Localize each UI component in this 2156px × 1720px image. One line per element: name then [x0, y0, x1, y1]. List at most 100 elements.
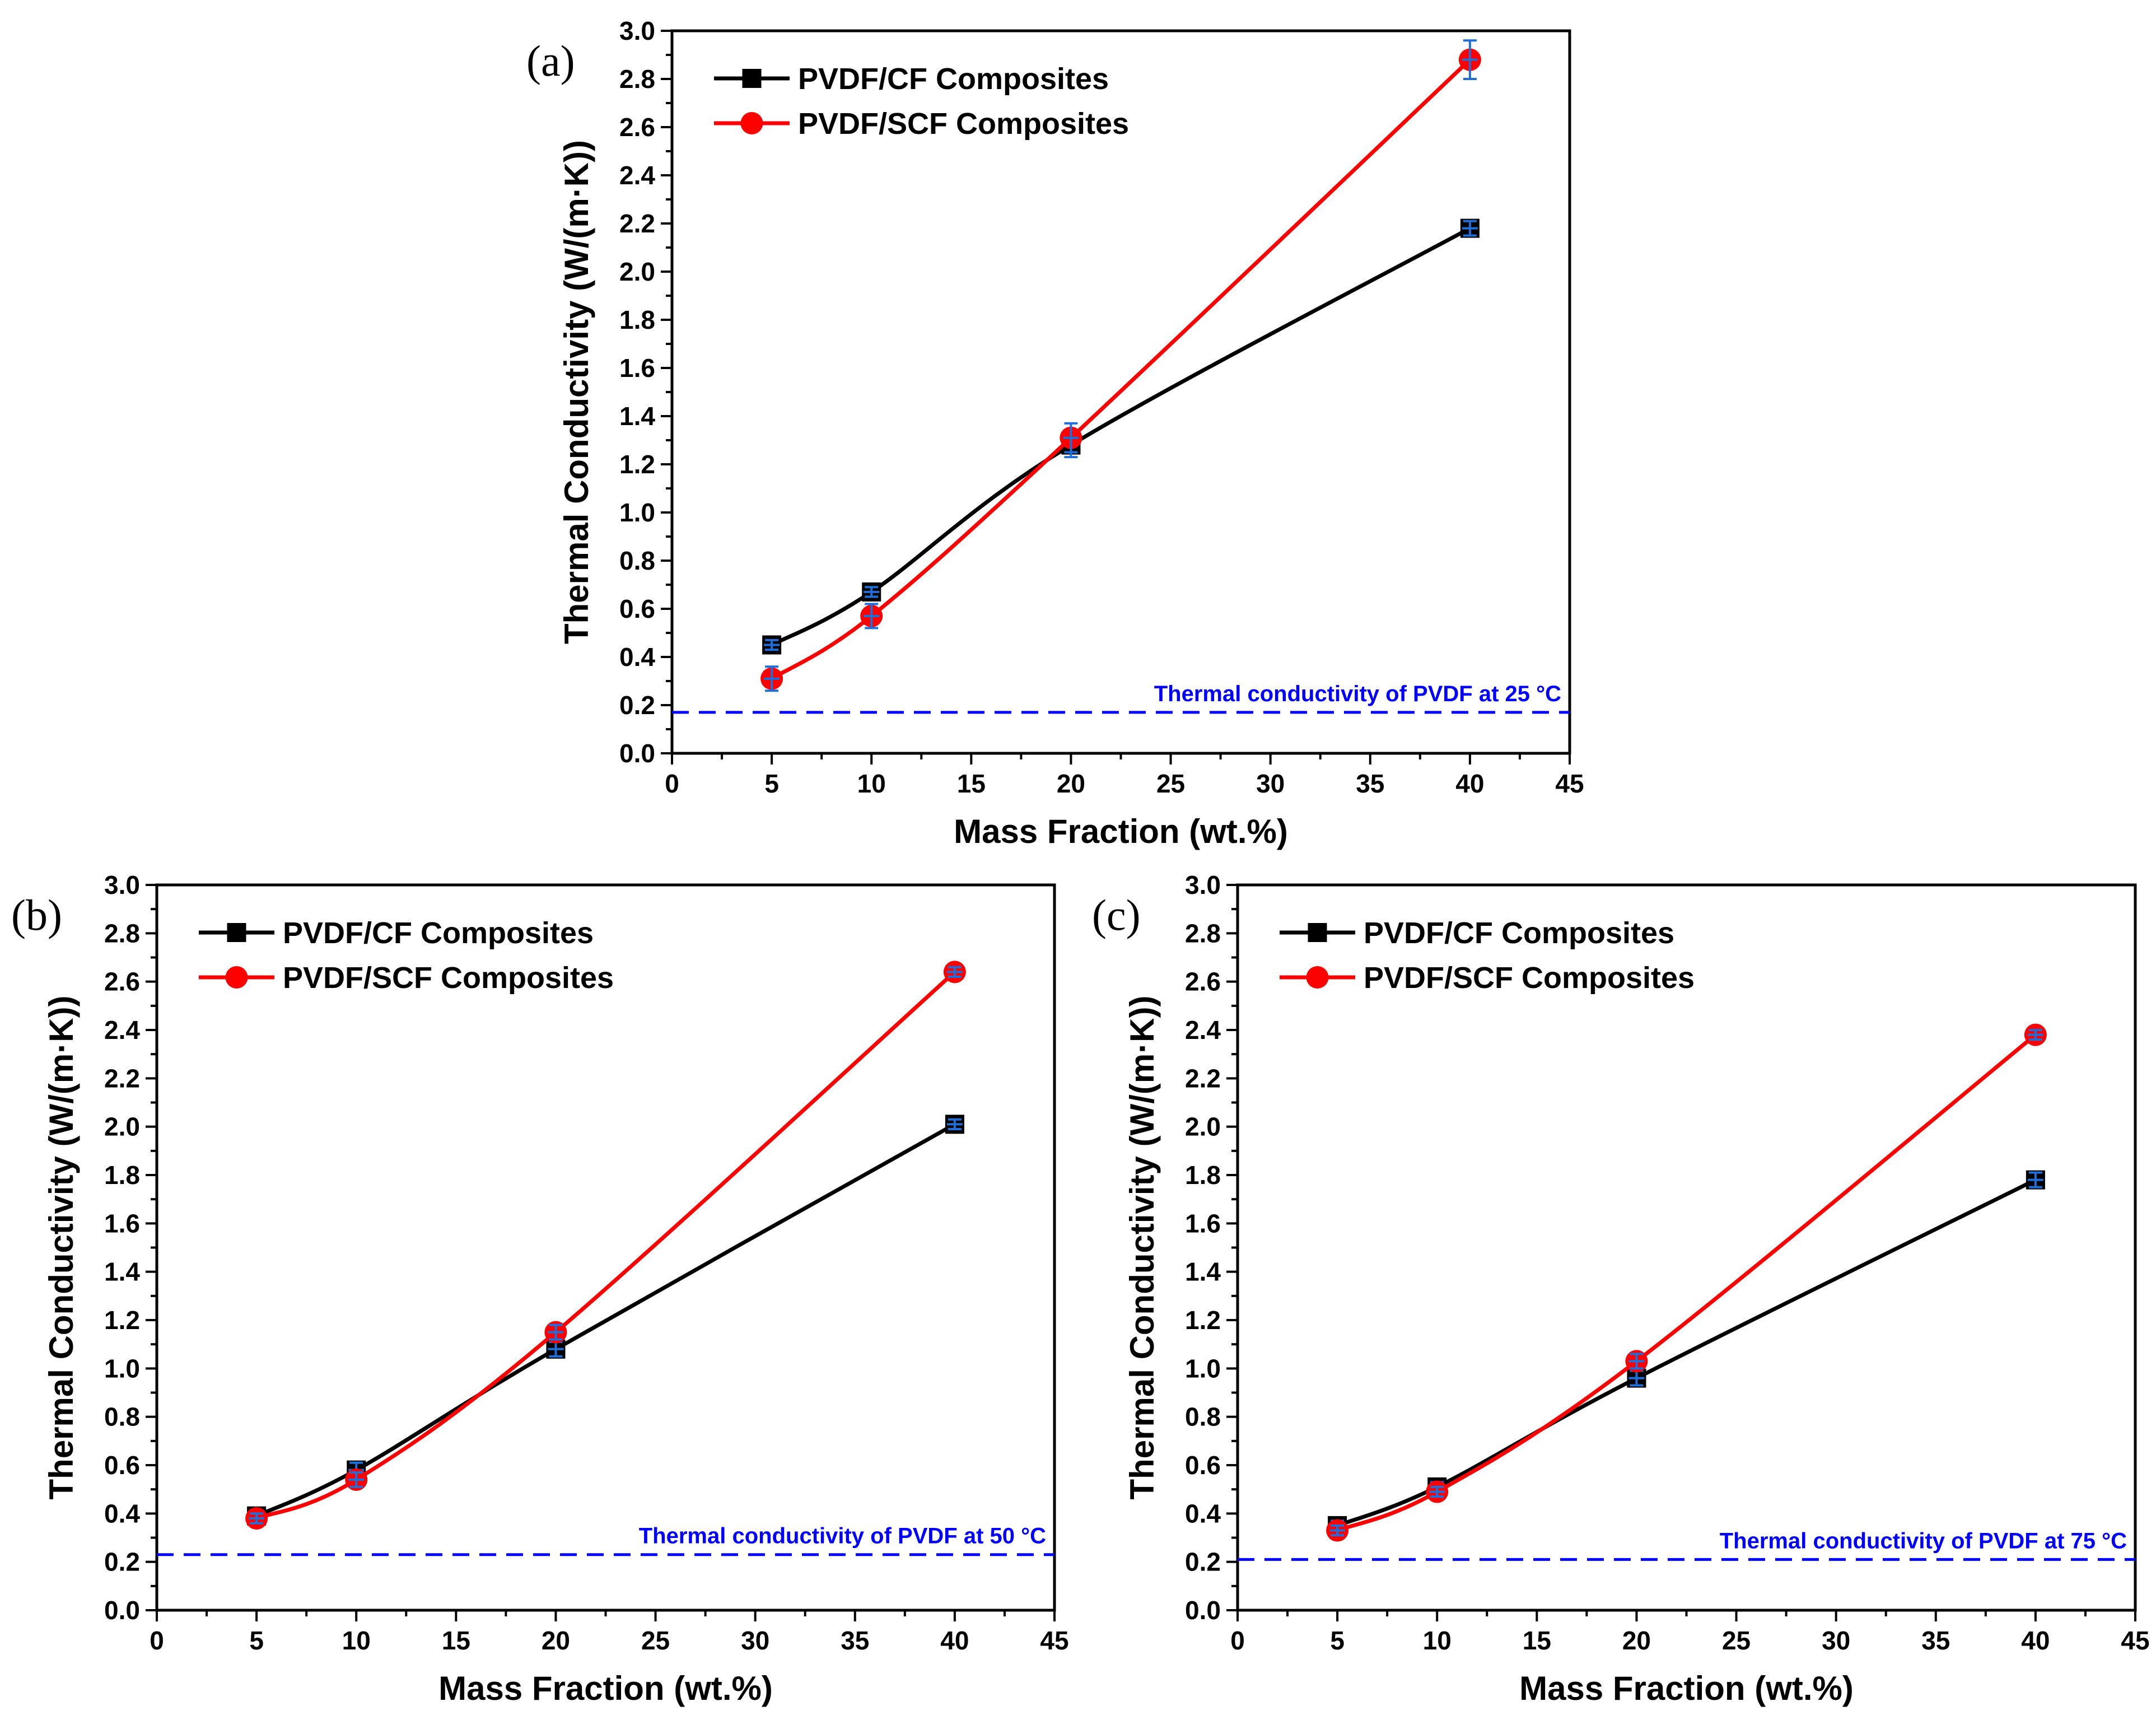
y-tick-label: 1.0 [104, 1354, 140, 1383]
series-line [1336, 1178, 2037, 1528]
x-tick-label: 35 [1921, 1626, 1950, 1655]
y-tick-label: 2.4 [104, 1015, 140, 1045]
y-axis-title: Thermal Conductivity (W/(m·K)) [558, 140, 595, 644]
legend-label: PVDF/CF Composites [1364, 916, 1674, 950]
x-axis-title: Mass Fraction (wt.%) [1519, 1670, 1854, 1707]
y-tick-label: 1.4 [1185, 1257, 1221, 1286]
x-tick-label: 40 [940, 1626, 969, 1655]
x-tick-label: 30 [1256, 769, 1285, 798]
y-tick-label: 2.8 [619, 64, 655, 94]
y-tick-label: 2.2 [1185, 1064, 1221, 1093]
reference-line-label: Thermal conductivity of PVDF at 50 °C [639, 1524, 1046, 1549]
x-tick-label: 40 [1455, 769, 1484, 798]
y-tick-label: 1.6 [1185, 1209, 1221, 1238]
y-tick-label: 2.0 [1185, 1112, 1221, 1141]
y-tick-label: 1.2 [619, 450, 655, 479]
x-tick-label: 45 [2121, 1626, 2149, 1655]
series-line [771, 226, 1471, 647]
reference-line-label: Thermal conductivity of PVDF at 25 °C [1154, 682, 1561, 706]
y-tick-label: 3.0 [104, 870, 140, 899]
y-tick-label: 0.6 [619, 594, 655, 623]
y-tick-label: 2.6 [619, 113, 655, 142]
x-tick-label: 20 [1622, 1626, 1651, 1655]
series-line [1336, 1033, 2037, 1532]
y-tick-label: 2.0 [104, 1112, 140, 1141]
legend-marker-square [227, 923, 246, 942]
x-axis-title: Mass Fraction (wt.%) [438, 1670, 773, 1707]
x-tick-label: 15 [442, 1626, 470, 1655]
y-tick-label: 1.4 [104, 1257, 140, 1286]
x-tick-label: 30 [741, 1626, 769, 1655]
legend-marker-square [1308, 923, 1327, 942]
chart-panel-3: (c) 0 5 10 15 20 25 30 35 40 45 0.0 0.2 0.4 0.6 0.8 1.0 1… [1092, 870, 2150, 1707]
y-tick-label: 2.8 [1185, 919, 1221, 948]
y-tick-label: 1.2 [104, 1306, 140, 1335]
x-tick-label: 10 [1423, 1626, 1452, 1655]
y-tick-label: 0.0 [619, 739, 655, 768]
series-line [255, 1122, 956, 1518]
chart-panel-2: (b) 0 5 10 15 20 25 30 35 40 45 0.0 0.2 0.4 0.6 0.8 1.0 1… [11, 870, 1069, 1707]
y-tick-label: 2.4 [619, 161, 655, 190]
panel-label: (c) [1092, 891, 1141, 939]
y-tick-label: 0.6 [104, 1451, 140, 1480]
x-tick-label: 45 [1555, 769, 1584, 798]
y-tick-label: 0.8 [1185, 1402, 1221, 1432]
x-tick-label: 5 [249, 1626, 264, 1655]
y-tick-label: 2.4 [1185, 1015, 1221, 1045]
y-tick-label: 2.2 [104, 1064, 140, 1093]
y-tick-label: 3.0 [619, 16, 655, 45]
x-axis-title: Mass Fraction (wt.%) [954, 813, 1288, 850]
x-tick-label: 5 [1330, 1626, 1345, 1655]
legend-label: PVDF/SCF Composites [798, 107, 1129, 141]
x-tick-label: 10 [342, 1626, 371, 1655]
y-tick-label: 2.0 [619, 257, 655, 286]
y-tick-label: 1.2 [1185, 1306, 1221, 1335]
x-tick-label: 30 [1822, 1626, 1850, 1655]
legend-marker-circle [1306, 966, 1329, 989]
x-tick-label: 15 [1523, 1626, 1551, 1655]
x-tick-label: 35 [841, 1626, 869, 1655]
x-tick-label: 25 [1722, 1626, 1751, 1655]
legend-label: PVDF/SCF Composites [1364, 961, 1695, 995]
y-tick-label: 1.8 [1185, 1160, 1221, 1190]
series-line [255, 970, 956, 1521]
x-tick-label: 25 [641, 1626, 670, 1655]
x-tick-label: 0 [150, 1626, 164, 1655]
y-tick-label: 0.6 [1185, 1451, 1221, 1480]
y-tick-label: 3.0 [1185, 870, 1221, 899]
x-tick-label: 15 [957, 769, 986, 798]
y-tick-label: 2.6 [1185, 967, 1221, 996]
y-tick-label: 2.8 [104, 919, 140, 948]
y-axis-title: Thermal Conductivity (W/(m·K)) [43, 996, 80, 1500]
y-tick-label: 0.2 [619, 691, 655, 720]
y-tick-label: 1.4 [619, 402, 655, 431]
legend-label: PVDF/CF Composites [283, 916, 594, 950]
y-tick-label: 1.8 [619, 305, 655, 334]
x-tick-label: 5 [764, 769, 779, 798]
x-tick-label: 10 [857, 769, 886, 798]
legend-marker-square [742, 69, 762, 88]
series-line [771, 58, 1472, 680]
y-tick-label: 0.4 [1185, 1499, 1221, 1528]
y-tick-label: 0.2 [1185, 1547, 1221, 1577]
y-tick-label: 1.6 [619, 353, 655, 383]
x-tick-label: 20 [1057, 769, 1085, 798]
y-tick-label: 0.8 [104, 1402, 140, 1432]
x-tick-label: 0 [665, 769, 679, 798]
legend-marker-circle [225, 966, 248, 989]
y-axis-title: Thermal Conductivity (W/(m·K)) [1123, 996, 1161, 1500]
y-tick-label: 2.6 [104, 967, 140, 996]
x-tick-label: 20 [542, 1626, 570, 1655]
panel-label: (b) [11, 891, 62, 939]
legend-label: PVDF/CF Composites [798, 62, 1109, 96]
y-tick-label: 0.0 [1185, 1596, 1221, 1625]
legend-label: PVDF/SCF Composites [283, 961, 614, 995]
y-tick-label: 1.6 [104, 1209, 140, 1238]
y-tick-label: 0.4 [619, 642, 655, 672]
y-tick-label: 0.8 [619, 546, 655, 575]
y-tick-label: 1.0 [619, 498, 655, 527]
y-tick-label: 0.4 [104, 1499, 140, 1528]
reference-line-label: Thermal conductivity of PVDF at 75 °C [1720, 1528, 2127, 1553]
x-tick-label: 45 [1040, 1626, 1068, 1655]
